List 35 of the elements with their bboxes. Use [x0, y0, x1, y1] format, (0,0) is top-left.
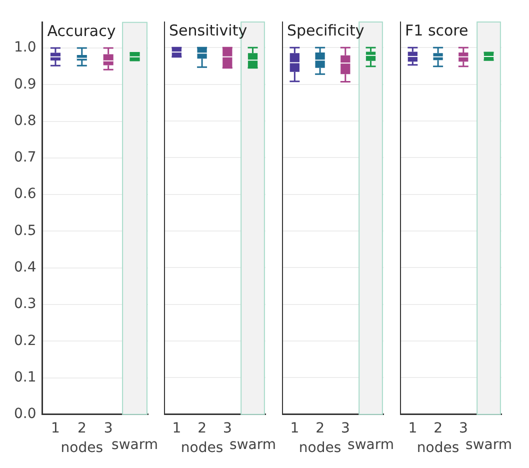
y-tick-label: 0.0	[14, 406, 36, 422]
chart-title: Accuracy	[47, 22, 116, 40]
y-tick-label: 0.4	[14, 260, 36, 276]
y-tick-label: 1.0	[14, 40, 36, 56]
x-tick-label: 1	[51, 420, 60, 436]
x-tick-label: swarm	[112, 437, 158, 454]
x-tick-label: 3	[340, 420, 350, 436]
chart-title: Sensitivity	[169, 21, 248, 40]
x-tick-label: 3	[104, 420, 113, 436]
chart-title: Specificity	[287, 21, 364, 40]
x-tick-label: 2	[77, 420, 86, 436]
y-tick-label: 0.1	[14, 369, 36, 386]
x-axis-title: nodes	[416, 440, 460, 456]
x-axis-title: nodes	[180, 440, 224, 456]
x-axis-title: nodes	[60, 440, 104, 456]
x-tick-label: 2	[316, 420, 325, 436]
y-tick-label: 0.7	[14, 150, 36, 166]
x-tick-label: 1	[290, 420, 300, 436]
x-axis-title: nodes	[298, 440, 342, 456]
x-tick-label: swarm	[230, 437, 276, 454]
x-tick-label: 3	[458, 420, 468, 436]
x-tick-label: 2	[434, 420, 443, 436]
y-tick-label: 0.9	[14, 76, 36, 92]
x-tick-label: swarm	[466, 437, 512, 454]
x-tick-label: 1	[172, 420, 182, 436]
x-tick-label: 3	[222, 420, 232, 436]
x-tick-label: swarm	[348, 437, 394, 454]
x-tick-label: 1	[408, 420, 418, 436]
y-tick-label: 0.5	[14, 222, 36, 239]
y-tick-label: 0.6	[14, 186, 36, 202]
y-tick-label: 0.8	[14, 112, 36, 129]
x-tick-label: 2	[198, 420, 207, 436]
y-tick-label: 0.2	[14, 332, 36, 349]
chart-title: F1 score	[405, 21, 468, 40]
y-tick-label: 0.3	[14, 296, 36, 312]
